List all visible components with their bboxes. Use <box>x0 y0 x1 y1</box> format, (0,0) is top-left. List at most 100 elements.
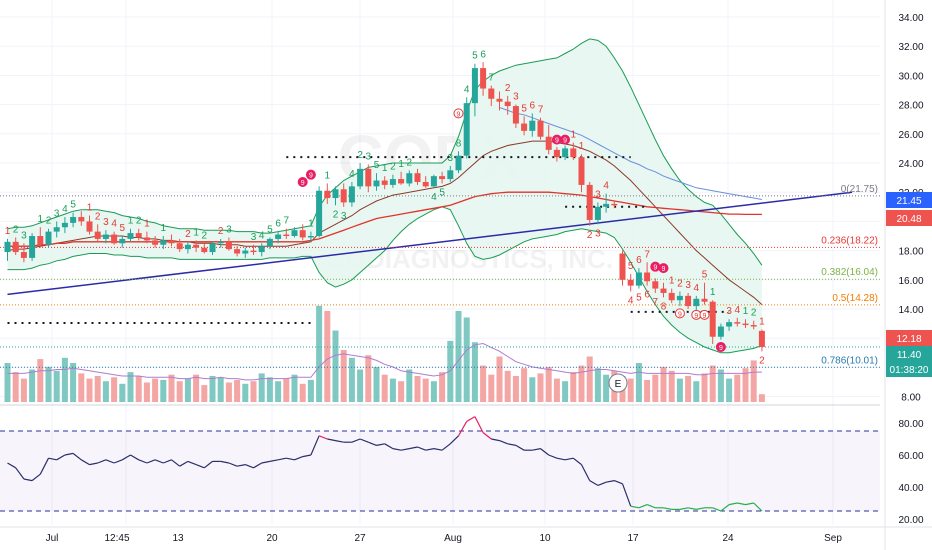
volume-bar <box>660 366 667 402</box>
rsi-segment <box>97 459 107 464</box>
volume-bar <box>102 381 109 402</box>
volume-bar <box>726 378 733 402</box>
td-count: 7 <box>538 105 544 116</box>
td-count: 3 <box>366 151 372 162</box>
rsi-segment <box>154 459 164 464</box>
candle-body <box>373 180 380 187</box>
candlesticks <box>4 62 765 352</box>
td-count: 2 <box>218 226 224 237</box>
td-count: 3 <box>251 232 257 243</box>
rsi-segment <box>368 441 377 446</box>
td-circle <box>453 108 464 119</box>
volume-bar <box>512 376 519 402</box>
rsi-segment <box>400 448 410 451</box>
td-count: 1 <box>308 219 314 230</box>
candle-body <box>693 298 700 307</box>
volume-bar <box>578 365 585 402</box>
fibonacci-levels: 0(21.75) 0.236(18.22) 0.382(16.04) 0.5(14.2… <box>0 184 880 368</box>
fib-label: 0.236(18.22) <box>821 235 878 246</box>
td-count: 7 <box>644 249 650 260</box>
candle-body <box>29 236 36 258</box>
td-count: 1 <box>579 141 585 152</box>
candle-body <box>553 149 560 158</box>
td-count: 4 <box>628 295 634 306</box>
candle-body <box>78 217 85 222</box>
volume-bar <box>340 350 347 402</box>
rsi-segment <box>220 460 230 464</box>
candle-body <box>594 206 601 220</box>
td-count: 2 <box>357 150 363 161</box>
rsi-segment <box>449 435 459 445</box>
volume-bar <box>439 372 446 402</box>
volume-bar <box>570 372 577 402</box>
volume-bar <box>389 378 396 402</box>
rsi-segment <box>236 464 246 467</box>
td-count: 3 <box>595 228 601 239</box>
time-tick-label: 10 <box>539 533 551 544</box>
price-badge <box>886 192 932 208</box>
rsi-segment <box>228 462 238 467</box>
td-circle-label: 9 <box>457 111 461 118</box>
volume-bar <box>250 381 257 402</box>
td-count: 1 <box>669 276 675 287</box>
td-circle-label: 9 <box>678 311 682 318</box>
earnings-marker[interactable]: E <box>608 373 628 393</box>
volume-bar <box>365 355 372 402</box>
td-count: 2 <box>390 162 396 173</box>
rsi-segment <box>457 421 468 437</box>
rsi-segment <box>113 459 123 464</box>
rsi-segment <box>417 446 426 451</box>
volume-bar <box>717 369 724 402</box>
rsi-segment <box>261 460 271 464</box>
volume-bar <box>373 366 380 402</box>
rsi-tick-label: 40.00 <box>898 483 923 494</box>
rsi-segment <box>80 459 90 466</box>
rsi-segment <box>409 446 418 450</box>
candle-body <box>504 101 511 107</box>
rsi-segment <box>253 462 263 469</box>
candle-body <box>234 249 241 254</box>
rsi-segment <box>737 502 746 506</box>
rsi-segment <box>491 438 500 442</box>
volume-bar <box>234 379 241 402</box>
rsi-segment <box>564 457 574 461</box>
price-tick-label: 32.00 <box>898 42 923 53</box>
candle-body <box>225 241 232 250</box>
price-tick-label: 18.00 <box>898 247 923 258</box>
price-badge-label: 21.45 <box>896 196 921 207</box>
td-count: 1 <box>38 214 44 225</box>
volume-bar <box>307 379 314 402</box>
rsi-segment <box>696 507 705 510</box>
td-count: 4 <box>349 169 355 180</box>
candle-body <box>176 243 183 250</box>
rsi-segment <box>687 507 697 510</box>
volume-bar <box>135 376 142 402</box>
td-count: 2 <box>677 278 683 289</box>
volume-bar <box>447 340 454 402</box>
candle-body <box>283 234 290 236</box>
rsi-segment <box>31 473 41 482</box>
candle-body <box>209 243 216 253</box>
volume-bar <box>152 378 159 402</box>
td-count: 1 <box>161 223 167 234</box>
candle-body <box>266 238 273 247</box>
rsi-segment <box>548 454 558 459</box>
td-count: 4 <box>431 192 437 203</box>
candle-body <box>324 190 331 199</box>
td-count: 5 <box>120 223 126 234</box>
td-count: 7 <box>653 297 659 308</box>
rsi-band <box>0 431 880 511</box>
rsi-segment <box>72 452 82 461</box>
rsi-segment <box>515 444 525 451</box>
volume-bar <box>275 381 282 402</box>
candle-body <box>652 281 659 289</box>
candle-body <box>644 272 651 282</box>
td-count: 2 <box>333 209 339 220</box>
volume-bar <box>406 369 413 402</box>
volume-bar <box>37 359 44 402</box>
rsi-segment <box>638 504 648 509</box>
candle-body <box>726 322 733 327</box>
td-count: 1 <box>743 306 749 317</box>
candle-body <box>619 253 626 280</box>
